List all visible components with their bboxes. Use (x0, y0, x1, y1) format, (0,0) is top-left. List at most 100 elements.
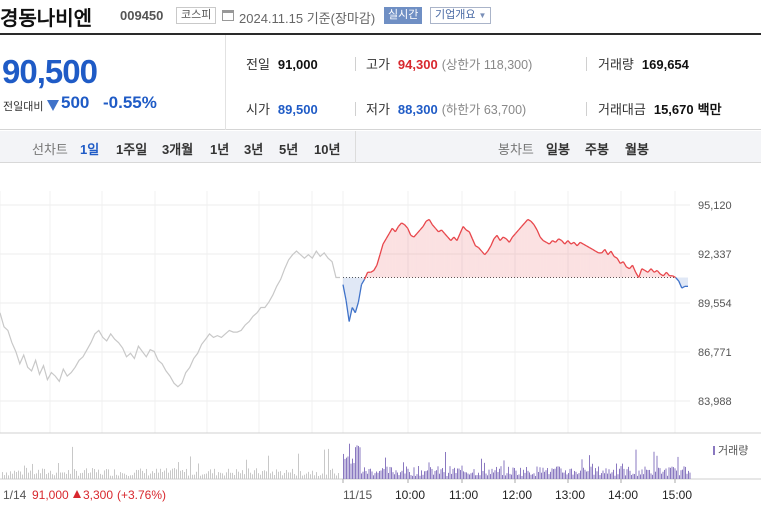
volume-bar (601, 473, 602, 479)
volume-bar (500, 466, 502, 479)
volume-bar (425, 471, 427, 479)
previous-volume-bar (140, 468, 141, 479)
tab-5y[interactable]: 5년 (279, 142, 299, 157)
previous-volume-bar (282, 475, 283, 479)
previous-volume-bar (130, 475, 131, 479)
volume-bar (638, 470, 640, 479)
volume-bar (449, 466, 451, 479)
tab-daily-candle[interactable]: 일봉 (546, 142, 570, 157)
price-segment (589, 247, 593, 250)
price-segment (490, 238, 495, 247)
volume-bar (628, 466, 629, 479)
price-segment (665, 271, 671, 277)
up-area (438, 230, 442, 278)
volume-bar (589, 455, 590, 479)
volume-bar (446, 475, 448, 479)
volume-bar (686, 473, 688, 479)
volume-bar (677, 456, 679, 479)
tab-1d[interactable]: 1일 (80, 142, 100, 157)
price-segment (496, 234, 501, 241)
volume-bar (481, 458, 482, 479)
price-segment (515, 229, 520, 234)
chevron-down-icon: ▼ (478, 11, 487, 20)
previous-volume-bar (232, 472, 233, 479)
price-segment (360, 278, 366, 285)
y-tick-label: 95,120 (698, 200, 732, 212)
previous-volume-bar (226, 472, 227, 479)
previous-volume-bar (194, 474, 195, 479)
up-area (398, 222, 402, 278)
previous-volume-bar (322, 473, 323, 479)
company-info-dropdown[interactable]: 기업개요 ▼ (430, 7, 492, 24)
previous-volume-bar (64, 472, 65, 479)
price-segment (416, 229, 421, 234)
previous-volume-bar (182, 469, 183, 479)
volume-bar (593, 474, 595, 479)
price-segment (462, 226, 467, 231)
market-badge: 코스피 (176, 7, 217, 24)
volume-bar (388, 472, 389, 479)
previous-volume-bar (192, 474, 193, 479)
price-segment (508, 236, 513, 243)
tab-3m[interactable]: 3개월 (162, 142, 194, 157)
tab-1y[interactable]: 1년 (210, 142, 230, 157)
volume-bar (626, 469, 628, 479)
tab-monthly-candle[interactable]: 월봉 (625, 142, 649, 157)
previous-volume-bar (94, 469, 95, 479)
up-area (490, 238, 494, 278)
volume-bar (557, 466, 559, 479)
previous-volume-bar (250, 472, 251, 479)
price-segment (582, 243, 587, 247)
previous-volume-bar (272, 471, 273, 479)
up-area (580, 242, 584, 278)
volume-bar (344, 458, 346, 479)
previous-volume-bar (24, 465, 25, 479)
up-area (432, 224, 436, 278)
up-area (570, 242, 575, 278)
volume-bar (535, 475, 536, 479)
volume-bar (373, 475, 374, 479)
previous-volume-bar (152, 471, 153, 479)
volume-bar (365, 471, 367, 479)
price-segment (539, 236, 544, 241)
up-area (472, 238, 476, 278)
volume-bar (562, 472, 563, 479)
tab-weekly-candle[interactable]: 주봉 (585, 142, 609, 157)
up-area (410, 235, 414, 278)
price-segment (370, 269, 375, 273)
up-area (404, 224, 408, 278)
realtime-button[interactable]: 실시간 (384, 7, 423, 24)
price-segment (641, 268, 646, 272)
volume-bar (491, 468, 493, 479)
volume-bar (560, 468, 562, 479)
volume-bar (548, 474, 550, 479)
candle-chart-label: 봉차트 (498, 142, 534, 157)
prev-day-date: 1/14 (3, 488, 27, 502)
tab-3y[interactable]: 3년 (244, 142, 264, 157)
previous-volume-bar (180, 470, 181, 479)
price-segment (447, 236, 452, 241)
price-segment (604, 249, 609, 255)
volume-bar (596, 471, 598, 479)
previous-volume-bar (162, 472, 163, 479)
up-area (614, 256, 618, 278)
up-area (383, 238, 387, 278)
previous-volume-bar (184, 471, 185, 479)
price-segment (484, 250, 489, 256)
volume-bar (383, 468, 385, 479)
price-chart[interactable]: 95,120 92,337 89,554 86,771 83,988 거래량 11/15 10… (0, 163, 761, 523)
tab-10y[interactable]: 10년 (314, 142, 341, 157)
down-triangle-icon (47, 100, 59, 111)
price-segment (373, 264, 378, 271)
up-area (623, 261, 627, 278)
volume-bar (401, 470, 403, 479)
volume-bar (571, 468, 572, 479)
volume-bar (670, 467, 671, 479)
previous-volume-bar (278, 471, 279, 479)
tab-1w[interactable]: 1주일 (116, 142, 148, 157)
volume-bar (619, 468, 620, 479)
up-area (435, 228, 439, 278)
previous-volume-bar (116, 474, 117, 479)
previous-volume-bar (290, 472, 291, 479)
volume-bar (577, 474, 578, 479)
